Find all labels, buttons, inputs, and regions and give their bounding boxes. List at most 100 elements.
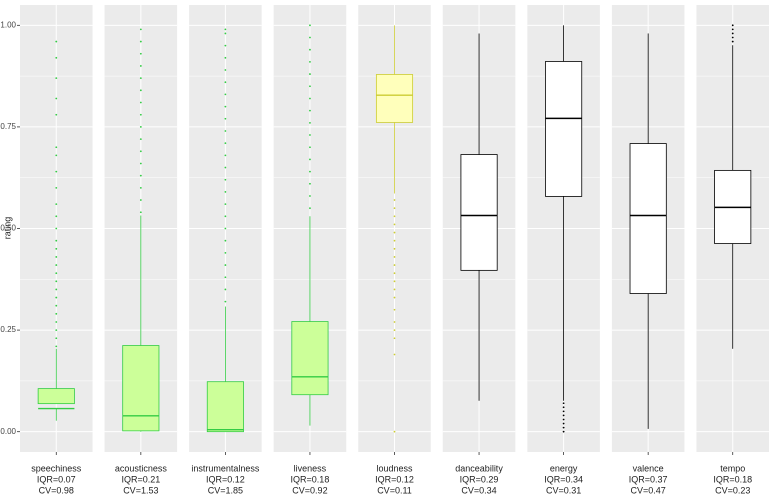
y-tick-label: 0.00 bbox=[0, 427, 16, 436]
outlier bbox=[139, 40, 142, 43]
outlier bbox=[55, 247, 58, 250]
outlier bbox=[309, 24, 311, 27]
outlier bbox=[55, 345, 58, 348]
outlier bbox=[309, 195, 311, 197]
outlier bbox=[393, 321, 396, 323]
outlier bbox=[309, 85, 311, 88]
cv-label: CV=0.23 bbox=[715, 485, 750, 495]
outlier bbox=[55, 312, 58, 315]
cv-label: CV=1.85 bbox=[208, 485, 243, 495]
outlier bbox=[224, 300, 227, 303]
outlier bbox=[224, 130, 227, 132]
outlier bbox=[224, 166, 227, 169]
outlier bbox=[139, 52, 142, 55]
outlier bbox=[562, 414, 565, 417]
y-tick-label: 0.75 bbox=[0, 122, 16, 131]
outlier bbox=[393, 272, 396, 275]
outlier bbox=[224, 93, 227, 96]
outlier bbox=[731, 24, 734, 27]
x-tick-label: energy bbox=[550, 463, 578, 473]
outlier bbox=[393, 353, 396, 356]
outlier bbox=[224, 203, 227, 206]
cv-label: CV=0.31 bbox=[546, 485, 581, 495]
iqr-label: IQR=0.07 bbox=[37, 474, 76, 484]
outlier bbox=[224, 105, 227, 108]
x-tick-label: tempo bbox=[720, 463, 745, 473]
outlier bbox=[393, 296, 396, 299]
box bbox=[122, 345, 160, 432]
outlier bbox=[562, 418, 565, 421]
x-tick-label: valence bbox=[633, 463, 664, 473]
outlier bbox=[224, 81, 227, 84]
outlier bbox=[224, 191, 227, 193]
outlier bbox=[55, 97, 58, 100]
outlier bbox=[562, 410, 565, 413]
outlier bbox=[562, 406, 565, 409]
iqr-label: IQR=0.34 bbox=[544, 474, 583, 484]
outlier bbox=[224, 69, 227, 71]
outlier bbox=[393, 337, 396, 340]
outlier bbox=[224, 56, 227, 59]
outlier bbox=[224, 142, 227, 145]
outlier bbox=[139, 199, 142, 201]
outlier bbox=[55, 321, 58, 323]
x-tick-label: instrumentalness bbox=[191, 463, 260, 473]
outlier bbox=[55, 227, 58, 230]
outlier bbox=[393, 308, 396, 311]
outlier bbox=[55, 203, 58, 206]
outlier bbox=[731, 40, 734, 43]
outlier bbox=[139, 174, 142, 177]
y-tick-label: 0.25 bbox=[0, 325, 16, 334]
box bbox=[545, 61, 583, 197]
outlier bbox=[55, 170, 58, 173]
outlier bbox=[224, 215, 227, 218]
outlier bbox=[224, 251, 227, 254]
outlier bbox=[139, 150, 142, 153]
outlier bbox=[393, 199, 396, 201]
outlier bbox=[562, 422, 565, 425]
outlier bbox=[139, 89, 142, 92]
outlier bbox=[55, 329, 58, 331]
outlier bbox=[139, 162, 142, 165]
box bbox=[37, 388, 75, 405]
outlier bbox=[55, 264, 58, 266]
x-tick-label: speechiness bbox=[31, 463, 82, 473]
outlier bbox=[224, 264, 227, 266]
outlier bbox=[393, 215, 396, 218]
outlier bbox=[562, 402, 565, 405]
x-tick-label: danceability bbox=[455, 463, 503, 473]
outlier bbox=[55, 239, 58, 242]
outlier bbox=[393, 239, 396, 242]
box bbox=[375, 74, 414, 123]
outlier bbox=[224, 154, 227, 157]
iqr-label: IQR=0.21 bbox=[121, 474, 160, 484]
box bbox=[460, 154, 498, 271]
cv-label: CV=0.11 bbox=[377, 485, 412, 495]
iqr-label: IQR=0.18 bbox=[291, 474, 330, 484]
outlier bbox=[139, 186, 142, 189]
outlier bbox=[55, 215, 58, 218]
outlier bbox=[731, 32, 734, 35]
iqr-label: IQR=0.18 bbox=[713, 474, 752, 484]
outlier bbox=[562, 426, 565, 429]
outlier bbox=[55, 56, 58, 59]
outlier bbox=[731, 28, 734, 31]
outlier bbox=[139, 138, 142, 141]
cv-label: CV=0.98 bbox=[39, 485, 74, 495]
outlier bbox=[393, 430, 396, 433]
outlier bbox=[139, 65, 142, 67]
outlier bbox=[393, 264, 396, 266]
outlier bbox=[55, 154, 58, 157]
outlier bbox=[224, 28, 227, 31]
outlier bbox=[139, 211, 142, 214]
outlier bbox=[309, 60, 311, 63]
outlier bbox=[55, 296, 58, 299]
outlier bbox=[55, 288, 58, 291]
outlier bbox=[139, 77, 142, 80]
box bbox=[629, 143, 667, 294]
outlier bbox=[309, 207, 311, 210]
outlier bbox=[55, 186, 58, 189]
outlier bbox=[309, 109, 311, 112]
outlier bbox=[224, 288, 227, 291]
